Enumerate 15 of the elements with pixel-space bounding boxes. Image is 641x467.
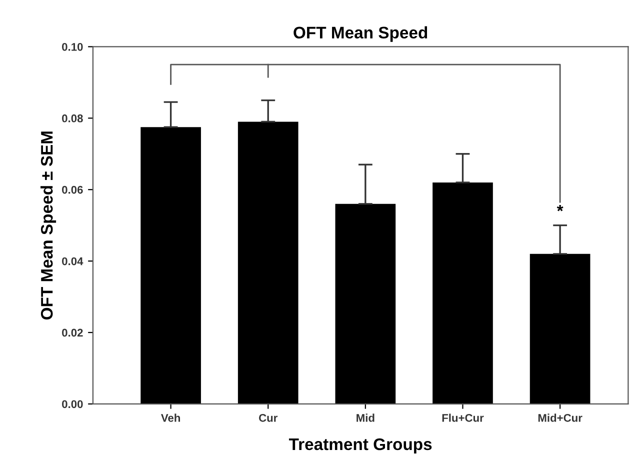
x-axis-title: Treatment Groups — [288, 438, 432, 454]
x-tick-label: Mid — [356, 414, 374, 422]
y-tick-label: 0.04 — [62, 257, 84, 266]
x-tick-label: Flu+Cur — [442, 414, 484, 422]
y-tick-label: 0.10 — [62, 42, 83, 51]
y-tick-label: 0.00 — [62, 400, 83, 408]
x-tick-label: Cur — [259, 414, 278, 422]
x-tick-label: Mid+Cur — [538, 414, 582, 422]
chart-title: OFT Mean Speed — [294, 26, 428, 42]
y-tick-label: 0.02 — [62, 328, 83, 337]
y-tick-label: 0.08 — [62, 114, 83, 122]
y-tick-label: 0.06 — [62, 186, 83, 194]
x-tick-label: Veh — [160, 414, 180, 422]
annotation: * — [556, 205, 564, 212]
y-axis-title: OFT Mean Speed ± SEM — [40, 132, 56, 320]
